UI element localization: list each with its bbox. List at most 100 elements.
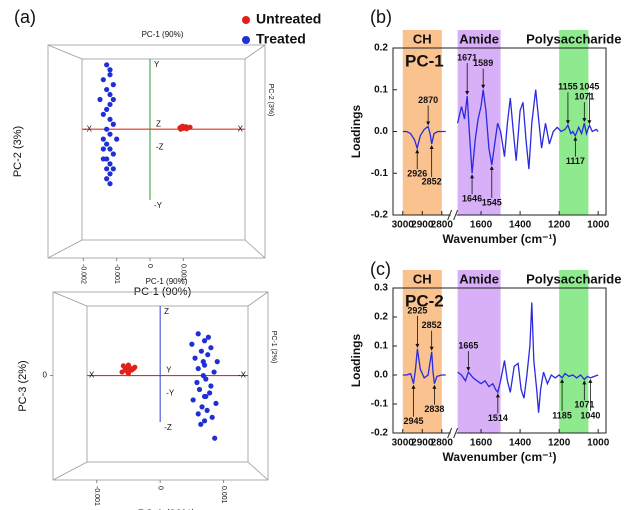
peak-arrow-head [582, 380, 587, 385]
peak-arrow-head [565, 120, 570, 125]
point [201, 418, 208, 424]
direction-label: X [89, 371, 95, 380]
y-tick-label: -0.1 [371, 168, 389, 179]
peak-arrow-head [415, 149, 420, 154]
direction-label: -X [84, 124, 93, 133]
x-tick-label: 0 [156, 486, 163, 490]
box-edge [52, 291, 88, 307]
x-tick-label: 2900 [411, 438, 434, 449]
x-tick-label: 3000 [392, 438, 415, 449]
point [203, 393, 209, 400]
point [195, 365, 201, 372]
peak-label: 2926 [407, 169, 427, 179]
point [214, 359, 220, 365]
axis-break-mark [453, 209, 459, 221]
point [107, 101, 113, 108]
region-label: CH [413, 31, 432, 46]
box-edge [47, 239, 83, 259]
legend-label: Untreated [256, 11, 321, 27]
region [457, 30, 501, 215]
peak-arrow-head [573, 136, 578, 141]
x-tick-label: 0.001 [179, 264, 186, 282]
point [192, 355, 198, 361]
box-inner [81, 58, 246, 241]
point [120, 363, 126, 369]
axis-break-gap [450, 211, 457, 219]
x-tick-label: 1400 [509, 220, 532, 231]
point [200, 359, 206, 365]
point [107, 146, 113, 152]
region-label: CH [413, 271, 432, 286]
box-edge [47, 44, 83, 60]
x-tick-label: 0.001 [220, 486, 227, 504]
direction-label: -Y [166, 389, 175, 398]
peak-arrow-head [429, 346, 434, 351]
x-tick-label: 2800 [431, 438, 454, 449]
point [212, 435, 218, 441]
spectrum-line [402, 89, 599, 174]
point [107, 181, 113, 187]
box-edge [247, 461, 269, 481]
x-tick-label: 1200 [548, 220, 571, 231]
point [100, 146, 106, 152]
y-tick-label: 0.2 [374, 312, 388, 323]
peak-label: 1545 [482, 197, 502, 207]
point [201, 338, 208, 344]
peak-label: 1045 [579, 82, 599, 92]
x-axis-label: Wavenumber (cm⁻¹) [443, 450, 557, 464]
point [208, 383, 214, 389]
direction-label: Z [156, 119, 161, 128]
peak-arrow-head [481, 84, 486, 89]
x-tick-label: -0.001 [93, 486, 100, 506]
point [196, 386, 203, 393]
point [104, 126, 110, 132]
peak-label: 2852 [422, 176, 442, 186]
point [207, 390, 213, 396]
axis-break-mark [453, 427, 459, 439]
axis-break-gap [450, 429, 457, 437]
peak-arrow-head [426, 121, 431, 126]
peak-arrow-head [432, 384, 437, 389]
x-tick-label: 1200 [548, 438, 571, 449]
x-tick-label: -0.002 [79, 264, 86, 284]
point [211, 369, 217, 375]
peak-label: 1589 [473, 58, 493, 68]
direction-label: Y [154, 60, 160, 69]
direction-label: -Y [154, 201, 163, 210]
peak-label: 1514 [488, 413, 508, 423]
peak-label: 2852 [422, 320, 442, 330]
point [194, 379, 200, 386]
region [559, 270, 589, 433]
y-axis-label: PC-2 (3%) [12, 126, 24, 177]
direction-label: -X [238, 371, 247, 380]
point [107, 72, 113, 78]
peak-label: 2870 [418, 95, 438, 105]
direction-label: Z [164, 307, 169, 316]
peak-arrow-head [470, 174, 475, 179]
peak-label: 1671 [457, 52, 477, 62]
direction-label: -Z [156, 142, 164, 151]
peak-label: 1665 [458, 340, 478, 350]
point [204, 407, 210, 413]
region-label: Polysaccharide [526, 31, 621, 46]
point [104, 62, 110, 68]
region [559, 30, 589, 215]
peak-arrow-head [582, 118, 587, 123]
box-outer [47, 44, 266, 259]
point [100, 111, 106, 117]
peak-label: 1071 [574, 400, 594, 410]
point [130, 365, 137, 372]
x-tick-label: 3000 [392, 220, 415, 231]
region [402, 270, 442, 433]
peak-arrow-head [429, 145, 434, 150]
point [110, 121, 116, 127]
peak-label: 2945 [403, 416, 423, 426]
point [183, 124, 189, 130]
big-label: PC-1 [405, 51, 444, 70]
point [110, 166, 116, 172]
peak-label: 1185 [552, 410, 572, 420]
point [189, 341, 195, 347]
x-axis-label-top: PC-1 (90%) [142, 30, 184, 39]
